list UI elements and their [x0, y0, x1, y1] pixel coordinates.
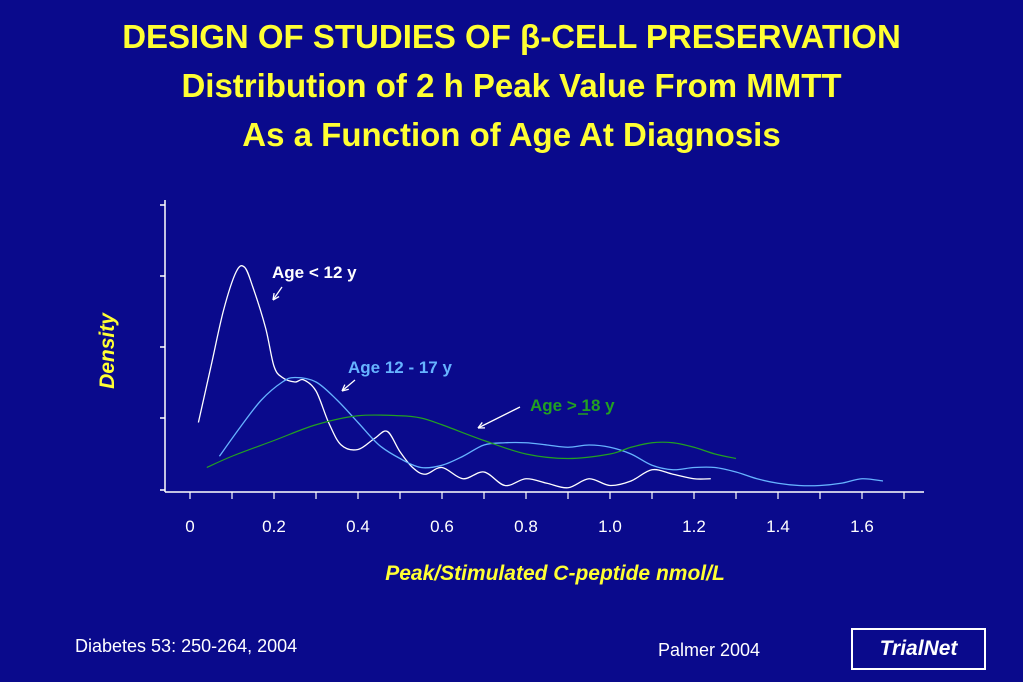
slide-title-line-1: DESIGN OF STUDIES OF β-CELL PRESERVATION [122, 18, 901, 55]
slide-title-line-2: Distribution of 2 h Peak Value From MMTT [181, 67, 842, 104]
arrow-18-plus-head [477, 422, 486, 429]
series-label-12-17: Age 12 - 17 y [348, 358, 452, 377]
x-tick-label: 0.2 [262, 517, 286, 536]
x-tick-label: 1.2 [682, 517, 706, 536]
arrow-under-12-head [272, 292, 280, 301]
series-label-under-12: Age < 12 y [272, 263, 357, 282]
x-tick-label: 1.4 [766, 517, 790, 536]
citation: Diabetes 53: 250-264, 2004 [75, 636, 298, 656]
x-tick-label: 0 [185, 517, 194, 536]
arrow-under-12 [272, 286, 283, 301]
y-axis-label: Density [96, 312, 119, 389]
slide-title-line-3: As a Function of Age At Diagnosis [242, 116, 781, 153]
x-tick-label: 0.4 [346, 517, 370, 536]
arrow-12-17-head [341, 384, 349, 392]
x-tick-label: 0.8 [514, 517, 538, 536]
series-line-under-12 [197, 265, 711, 489]
author-credit: Palmer 2004 [658, 640, 761, 660]
series-line-12-17 [218, 376, 884, 487]
trialnet-logo: TrialNet [851, 628, 986, 670]
arrow-12-17 [341, 379, 356, 392]
x-tick-label: 1.6 [850, 517, 874, 536]
series-line-18-plus [206, 414, 737, 469]
series-label-18-plus: Age > 18 y [530, 396, 615, 415]
x-tick-label: 1.0 [598, 517, 622, 536]
x-tick-label: 0.6 [430, 517, 454, 536]
arrow-18-plus [477, 406, 521, 429]
x-axis-label: Peak/Stimulated C-peptide nmol/L [385, 562, 725, 585]
